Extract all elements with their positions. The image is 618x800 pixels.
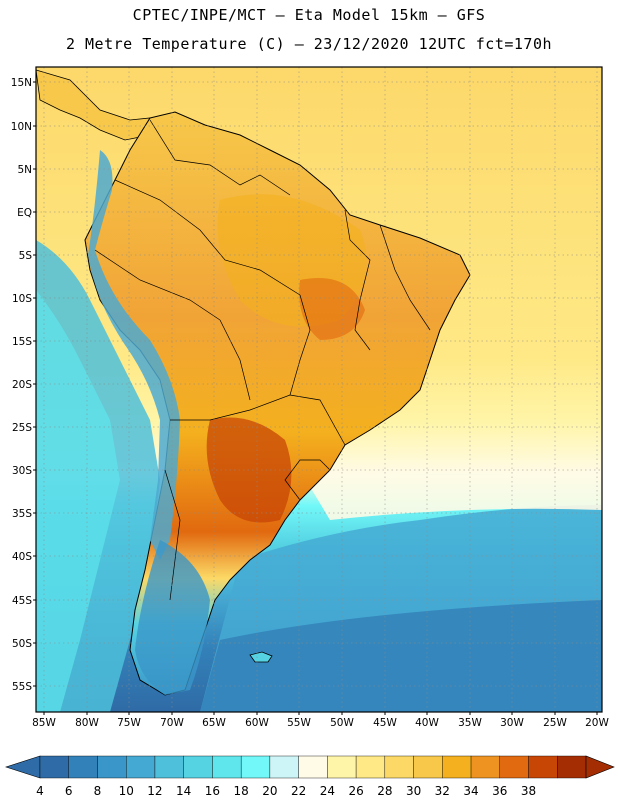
colorbar-swatch <box>298 755 328 779</box>
colorbar-swatch <box>183 755 213 779</box>
colorbar-swatch <box>355 755 386 779</box>
country-borders <box>94 119 431 601</box>
colorbar-swatch <box>269 755 299 779</box>
longitude-tick-label: 55W <box>287 717 311 729</box>
latitude-tick-label: 10S <box>12 293 32 305</box>
central-brazil-hot-area <box>299 278 365 340</box>
latitude-tick-label: 35S <box>12 508 32 520</box>
latitude-tick-label: 15S <box>12 336 32 348</box>
colorbar-swatch <box>327 755 357 779</box>
colorbar-label: 30 <box>406 784 421 798</box>
colorbar-label: 4 <box>36 784 44 798</box>
title-variable: 2 Metre Temperature (C) – 23/12/2020 12U… <box>65 35 553 53</box>
subtropical-band <box>300 470 602 520</box>
colorbar-swatch <box>528 755 558 779</box>
title-model: CPTEC/INPE/MCT – Eta Model 15km – GFS <box>132 6 486 24</box>
colorbar-swatch <box>212 755 242 779</box>
longitude-tick-label: 30W <box>500 717 524 729</box>
latitude-tick-label: 40S <box>12 551 32 563</box>
colorbar-label: 18 <box>234 784 249 798</box>
colorbar-label: 8 <box>94 784 102 798</box>
pacific-cool-water-inner <box>36 290 120 712</box>
map-area <box>36 67 602 712</box>
colorbar-label: 10 <box>119 784 134 798</box>
colorbar-swatch <box>126 755 156 779</box>
longitude-tick-label: 85W <box>32 717 56 729</box>
colorbar-swatch <box>470 755 500 779</box>
colorbar-label: 34 <box>463 784 478 798</box>
southern-ocean-cold <box>200 600 602 712</box>
latitude-tick-label: 5N <box>17 164 32 176</box>
latitude-tick-label: 5S <box>19 250 33 262</box>
colorbar-label: 12 <box>147 784 162 798</box>
colorbar: 4 6 8 10 12 14 16 18 20 22 24 26 28 30 32 34 36 38 <box>5 755 615 798</box>
longitude-tick-label: 50W <box>330 717 354 729</box>
colorbar-swatch <box>557 755 587 779</box>
colorbar-label: 26 <box>348 784 363 798</box>
longitude-tick-label: 25W <box>543 717 567 729</box>
patagonia-cold-area <box>135 540 210 695</box>
colorbar-swatch <box>240 755 271 779</box>
argentina-hottest-area <box>206 417 292 523</box>
colorbar-swatch <box>413 755 443 779</box>
colorbar-high-arrow <box>585 755 615 779</box>
latitude-tick-label: 15N <box>11 77 32 89</box>
colorbar-swatch <box>499 755 529 779</box>
latitude-tick-label: EQ <box>17 207 32 219</box>
map-frame <box>35 66 603 713</box>
colorbar-swatch <box>39 755 69 779</box>
latitude-tick-label: 10N <box>11 121 32 133</box>
longitude-tick-label: 65W <box>202 717 226 729</box>
longitude-tick-label: 75W <box>117 717 141 729</box>
longitude-tick-label: 20W <box>585 717 609 729</box>
colorbar-label: 24 <box>320 784 335 798</box>
longitude-tick-label: 60W <box>245 717 269 729</box>
colorbar-swatch <box>384 755 414 779</box>
colorbar-swatch <box>97 755 127 779</box>
colorbar-label: 38 <box>521 784 536 798</box>
longitude-tick-label: 45W <box>373 717 397 729</box>
colorbar-label: 16 <box>205 784 220 798</box>
colorbar-swatch <box>442 755 472 779</box>
colorbar-label: 36 <box>492 784 507 798</box>
colorbar-label: 14 <box>176 784 191 798</box>
latitude-tick-label: 25S <box>12 422 32 434</box>
latitude-tick-label: 55S <box>12 681 32 693</box>
longitude-tick-label: 35W <box>458 717 482 729</box>
colorbar-low-arrow <box>5 755 41 779</box>
andes-cold-strip <box>88 150 180 560</box>
latitude-tick-label: 20S <box>12 379 32 391</box>
colorbar-swatch <box>154 755 184 779</box>
colorbar-label: 20 <box>262 784 277 798</box>
colorbar-label: 28 <box>377 784 392 798</box>
colorbar-label: 6 <box>65 784 73 798</box>
longitude-tick-label: 80W <box>75 717 99 729</box>
longitude-tick-label: 40W <box>415 717 439 729</box>
colorbar-swatch <box>68 755 98 779</box>
latitude-tick-label: 30S <box>12 465 32 477</box>
longitude-tick-label: 70W <box>160 717 184 729</box>
falkland-islands <box>249 651 273 663</box>
colorbar-label: 22 <box>291 784 306 798</box>
latitude-axis: 15N 10N 5N EQ 5S 10S 15S 20S 25S 30S 35S 40S 45S 50S 5… <box>11 77 36 693</box>
longitude-axis: 85W 80W 75W 70W 65W 60W 55W 50W 45W 40W 35W 30W 25W 2… <box>32 712 609 729</box>
latitude-tick-label: 50S <box>12 638 32 650</box>
colorbar-label: 32 <box>435 784 450 798</box>
latitude-tick-label: 45S <box>12 595 32 607</box>
